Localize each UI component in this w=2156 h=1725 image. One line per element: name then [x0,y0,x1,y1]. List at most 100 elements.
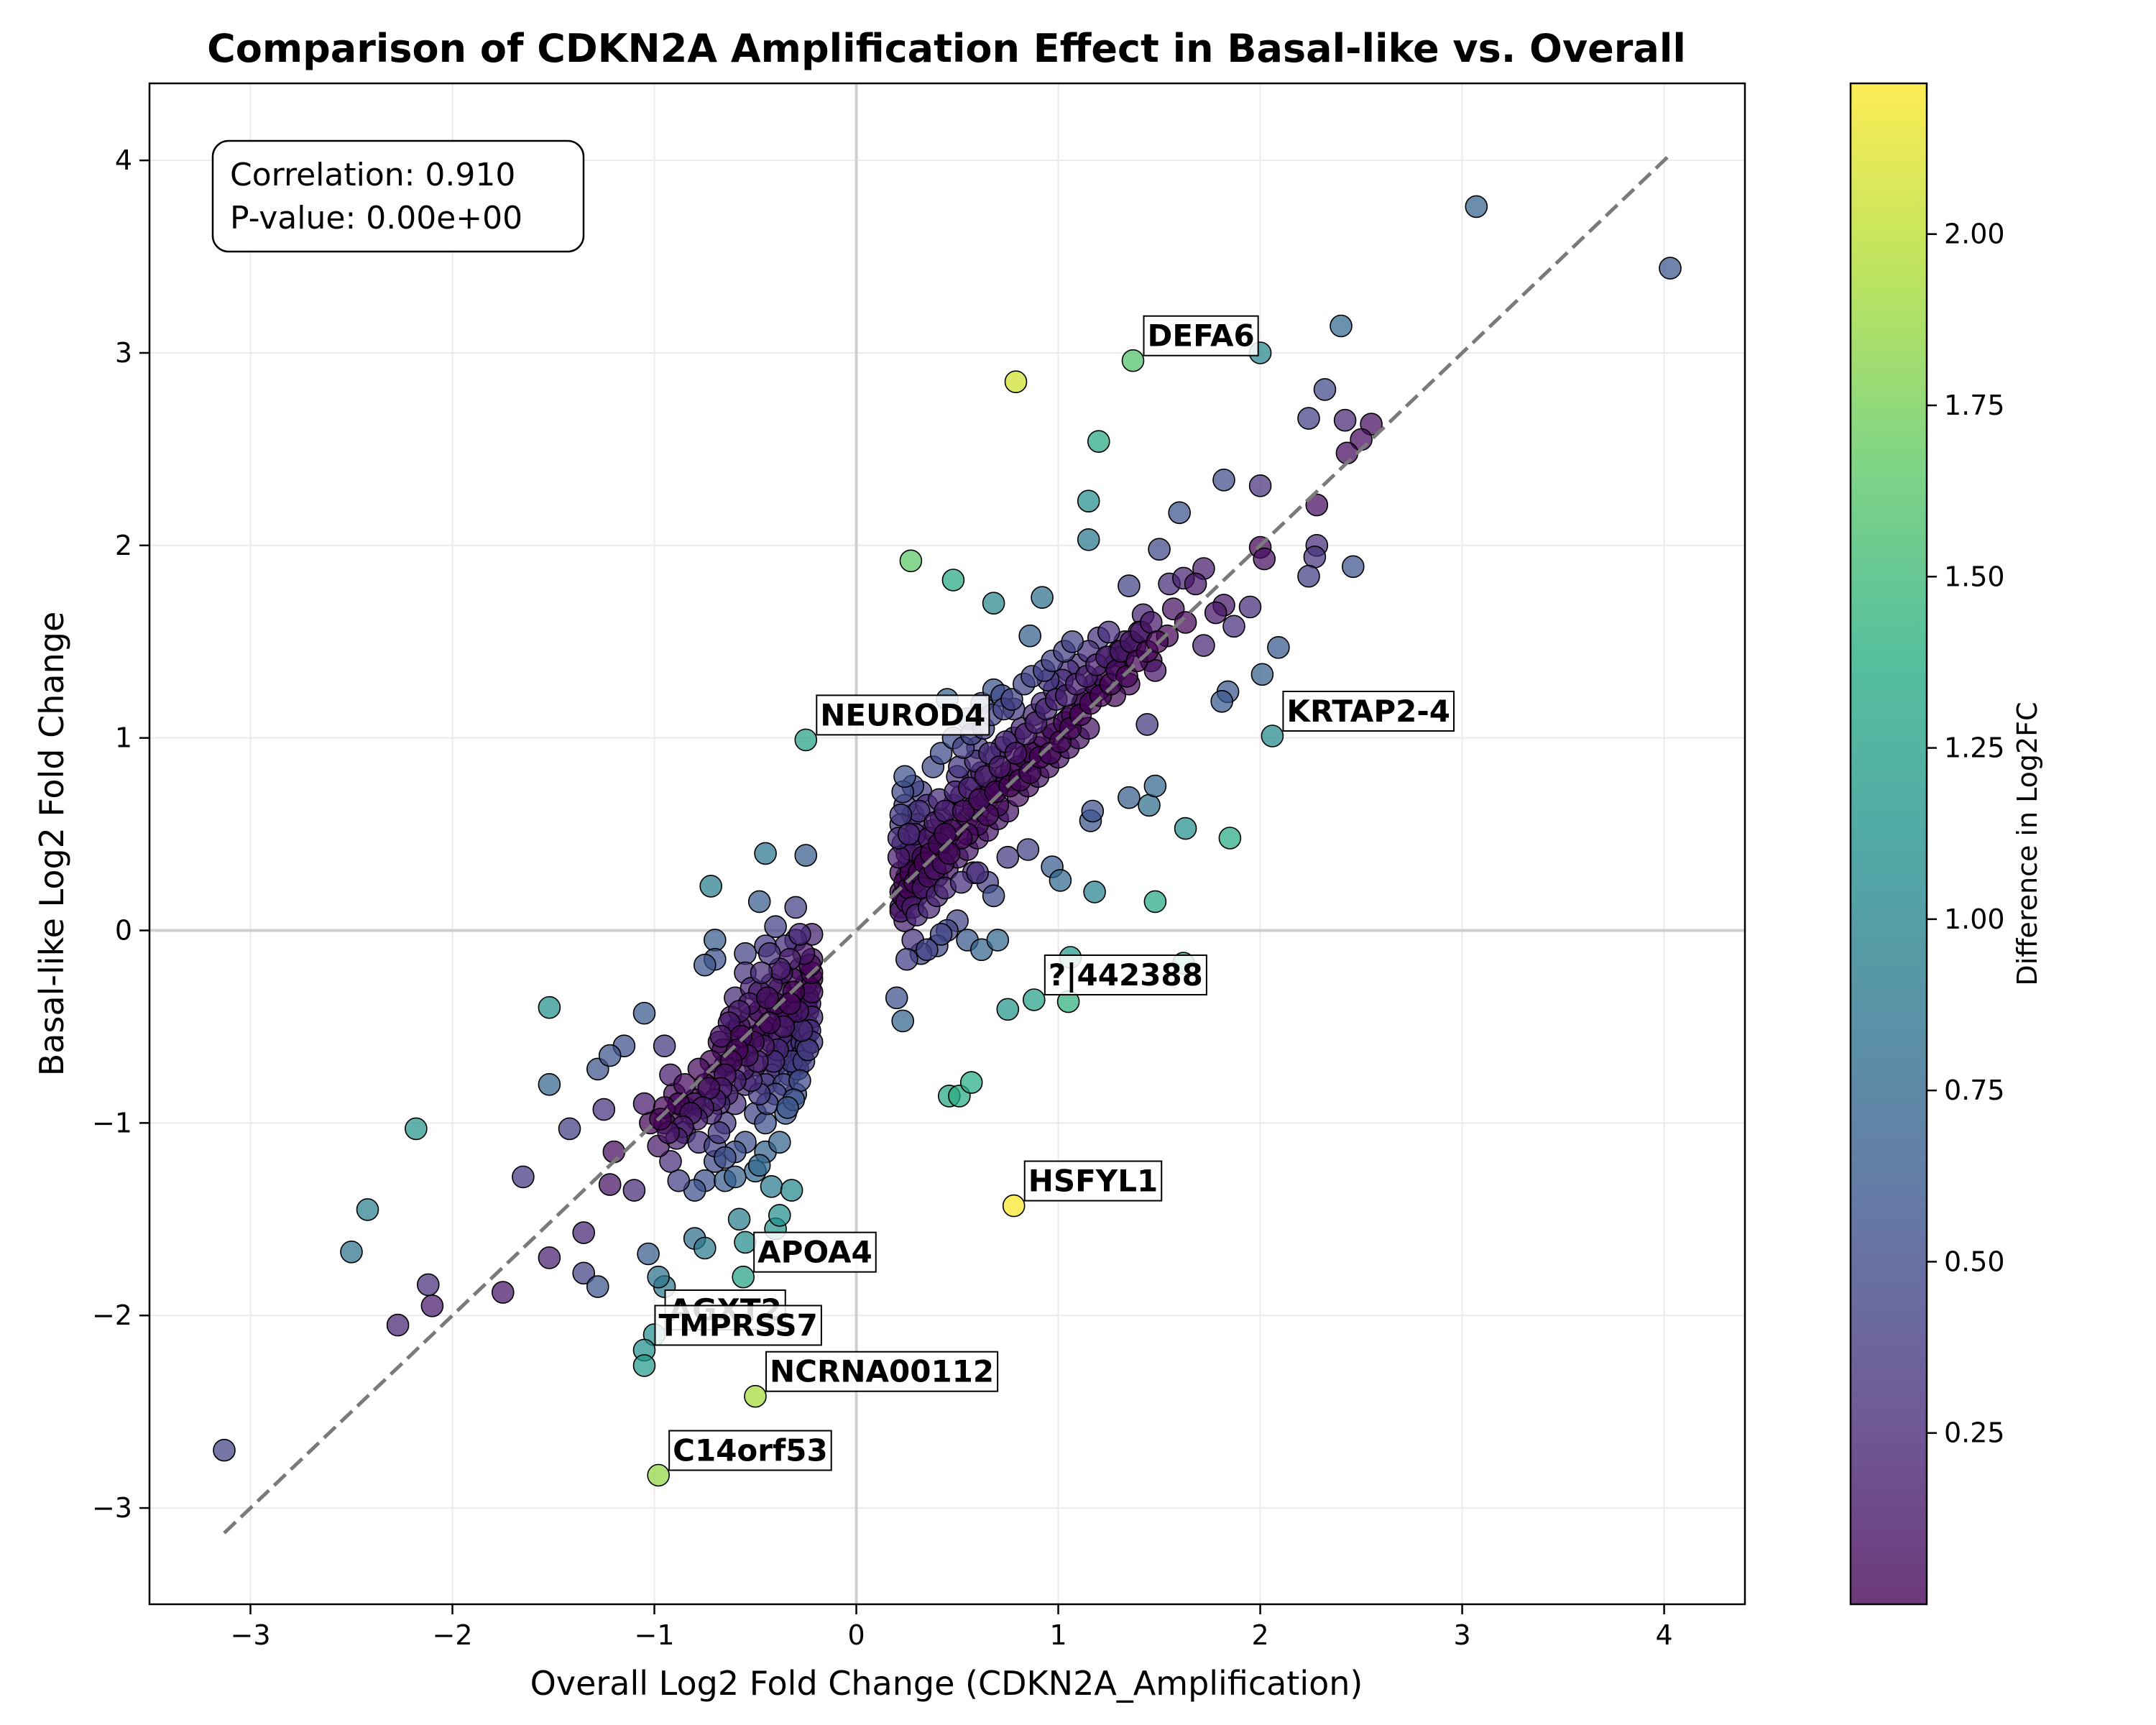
data-point [750,961,773,985]
colorbar: 0.25 0.50 0.75 1.00 1.25 1.50 1.75 2.00 Differe… [1849,82,2043,1606]
annotation: ?|442388 [1044,954,1207,995]
data-point [1212,468,1235,492]
y-tick-label: 2 [115,530,132,561]
data-point [952,799,975,823]
colorbar-tick-label: 0.25 [1944,1417,2005,1449]
data-point [572,1221,596,1244]
data-point [788,923,811,946]
data-point [1342,555,1365,579]
data-point [1218,827,1242,850]
y-tick-label: −3 [92,1492,132,1524]
data-point [754,842,777,865]
annotation-label: APOA4 [757,1235,872,1270]
data-point [794,728,818,752]
data-point [959,1071,983,1094]
data-point [1121,349,1145,372]
data-point [647,1463,671,1487]
data-point [703,929,727,952]
data-point [1238,595,1262,619]
annotation: NCRNA00112 [765,1351,999,1392]
x-tick-label: 2 [1251,1619,1268,1651]
annotation-box [1023,1160,1163,1202]
y-tick-label: −2 [92,1300,132,1331]
x-tick-label: −3 [230,1619,270,1651]
data-point [1174,816,1197,840]
data-point [784,896,807,919]
annotation-box [765,1351,999,1392]
stats-box-frame [211,139,585,253]
colorbar-tick-label: 2.00 [1944,218,2005,250]
colorbar-tick-label: 1.50 [1944,561,2005,592]
data-point [1140,611,1163,634]
data-point [1081,799,1105,823]
data-point [598,1044,622,1067]
data-point [512,1165,535,1189]
data-point [1004,370,1028,394]
scatter-points [213,195,1682,1487]
data-point [1184,572,1207,596]
data-point [558,1117,581,1141]
annotation-box [654,1305,822,1346]
data-point [1148,538,1171,561]
data-point [386,1313,410,1337]
data-point [1204,601,1227,625]
data-point [356,1198,379,1221]
data-point [780,1179,803,1202]
data-point [1031,586,1054,610]
data-point [1143,659,1167,682]
colorbar-tick-label: 1.00 [1944,903,2005,935]
data-point [1267,635,1290,659]
data-point [1168,501,1191,525]
data-point [768,1204,791,1227]
data-point [724,1165,747,1189]
reference-line [223,153,1672,1535]
annotation: KRTAP2-4 [1282,691,1455,732]
data-point [756,986,779,1010]
data-point [895,947,918,971]
data-point [757,942,781,965]
stats-pvalue: P-value: 0.00e+00 [230,200,522,236]
x-tick-label: −2 [433,1619,473,1651]
data-point [1049,869,1072,892]
data-point [1297,407,1320,430]
annotation: NEUROD4 [816,694,990,736]
data-point [1077,489,1100,513]
data-point [893,765,916,788]
y-tick-label: −1 [92,1107,132,1138]
data-point [897,822,921,846]
data-point [1465,195,1488,218]
data-point [1333,408,1357,432]
y-axis-ticks: −3 −2 −1 0 1 2 3 4 [92,144,149,1524]
data-point [1297,564,1320,588]
plot-frame [148,82,1746,1606]
x-tick-label: 0 [847,1619,865,1651]
data-point [776,1096,799,1119]
data-point [1097,620,1120,644]
data-point [966,861,989,884]
y-axis-label: Basal-like Log2 Fold Change [32,612,71,1077]
data-point [734,942,757,965]
colorbar-gradient [1849,82,1928,1606]
data-point [982,592,1005,615]
data-point [938,842,961,865]
data-point [996,845,1020,869]
stats-box: Correlation: 0.910 P-value: 0.00e+00 [211,139,585,253]
data-point [1248,474,1272,497]
data-point [899,549,923,573]
y-tick-label: 0 [115,915,132,947]
data-point [632,1354,656,1377]
colorbar-tick-label: 0.75 [1944,1075,2005,1106]
data-point [1192,634,1215,657]
data-point [1135,713,1158,736]
data-point [586,1275,609,1298]
colorbar-tick-label: 1.75 [1944,390,2005,421]
data-point [727,1208,751,1231]
grid [149,83,1745,1604]
data-point [405,1117,428,1141]
data-point [794,844,818,867]
data-point [1330,314,1353,338]
x-axis-label: Overall Log2 Fold Change (CDKN2A_Amplifi… [530,1664,1363,1703]
data-point [659,1150,682,1173]
data-point [1313,378,1337,401]
